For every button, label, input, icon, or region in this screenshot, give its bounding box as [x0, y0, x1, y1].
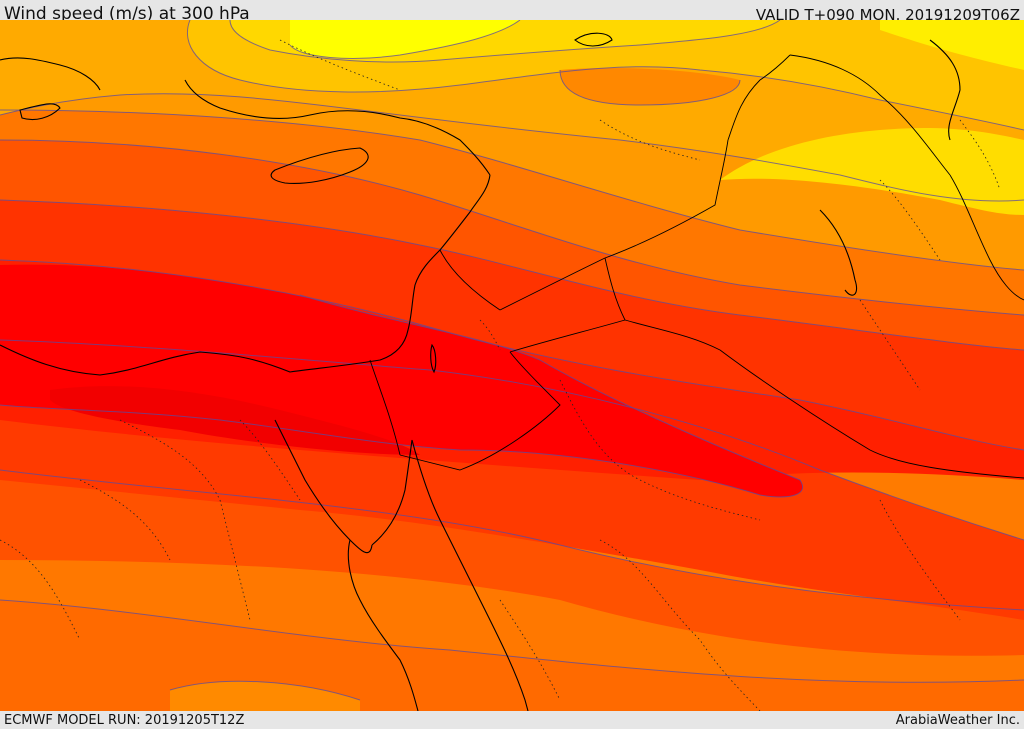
country-borders: [369, 54, 1024, 479]
band-caucasus-yellow: [880, 20, 1024, 70]
internal-boundaries: [0, 39, 1001, 711]
band-north-1: [0, 200, 1024, 450]
map-canvas: [0, 20, 1024, 711]
valid-time-label: VALID T+090 MON. 20191209T06Z: [755, 6, 1020, 24]
band-patch-south: [170, 681, 360, 711]
model-run-label: ECMWF MODEL RUN: 20191205T12Z: [4, 713, 245, 728]
band-south-red-orange: [0, 470, 1024, 656]
map-title: Wind speed (m/s) at 300 hPa: [4, 4, 250, 24]
coastlines: [0, 32, 961, 711]
band-core-max: [0, 264, 803, 497]
band-patch-turkey: [560, 68, 740, 105]
band-north-3: [0, 110, 1024, 315]
header-bar: [0, 0, 1024, 20]
band-iraq-yellow: [720, 128, 1024, 215]
band-north-2: [0, 140, 1024, 350]
contour-lines: [0, 20, 1024, 701]
footer-bar: [0, 711, 1024, 729]
band-core-max-west: [50, 386, 420, 455]
credit-label: ArabiaWeather Inc.: [895, 713, 1020, 728]
wind-speed-map[interactable]: [0, 20, 1024, 711]
band-north-max: [290, 20, 520, 59]
